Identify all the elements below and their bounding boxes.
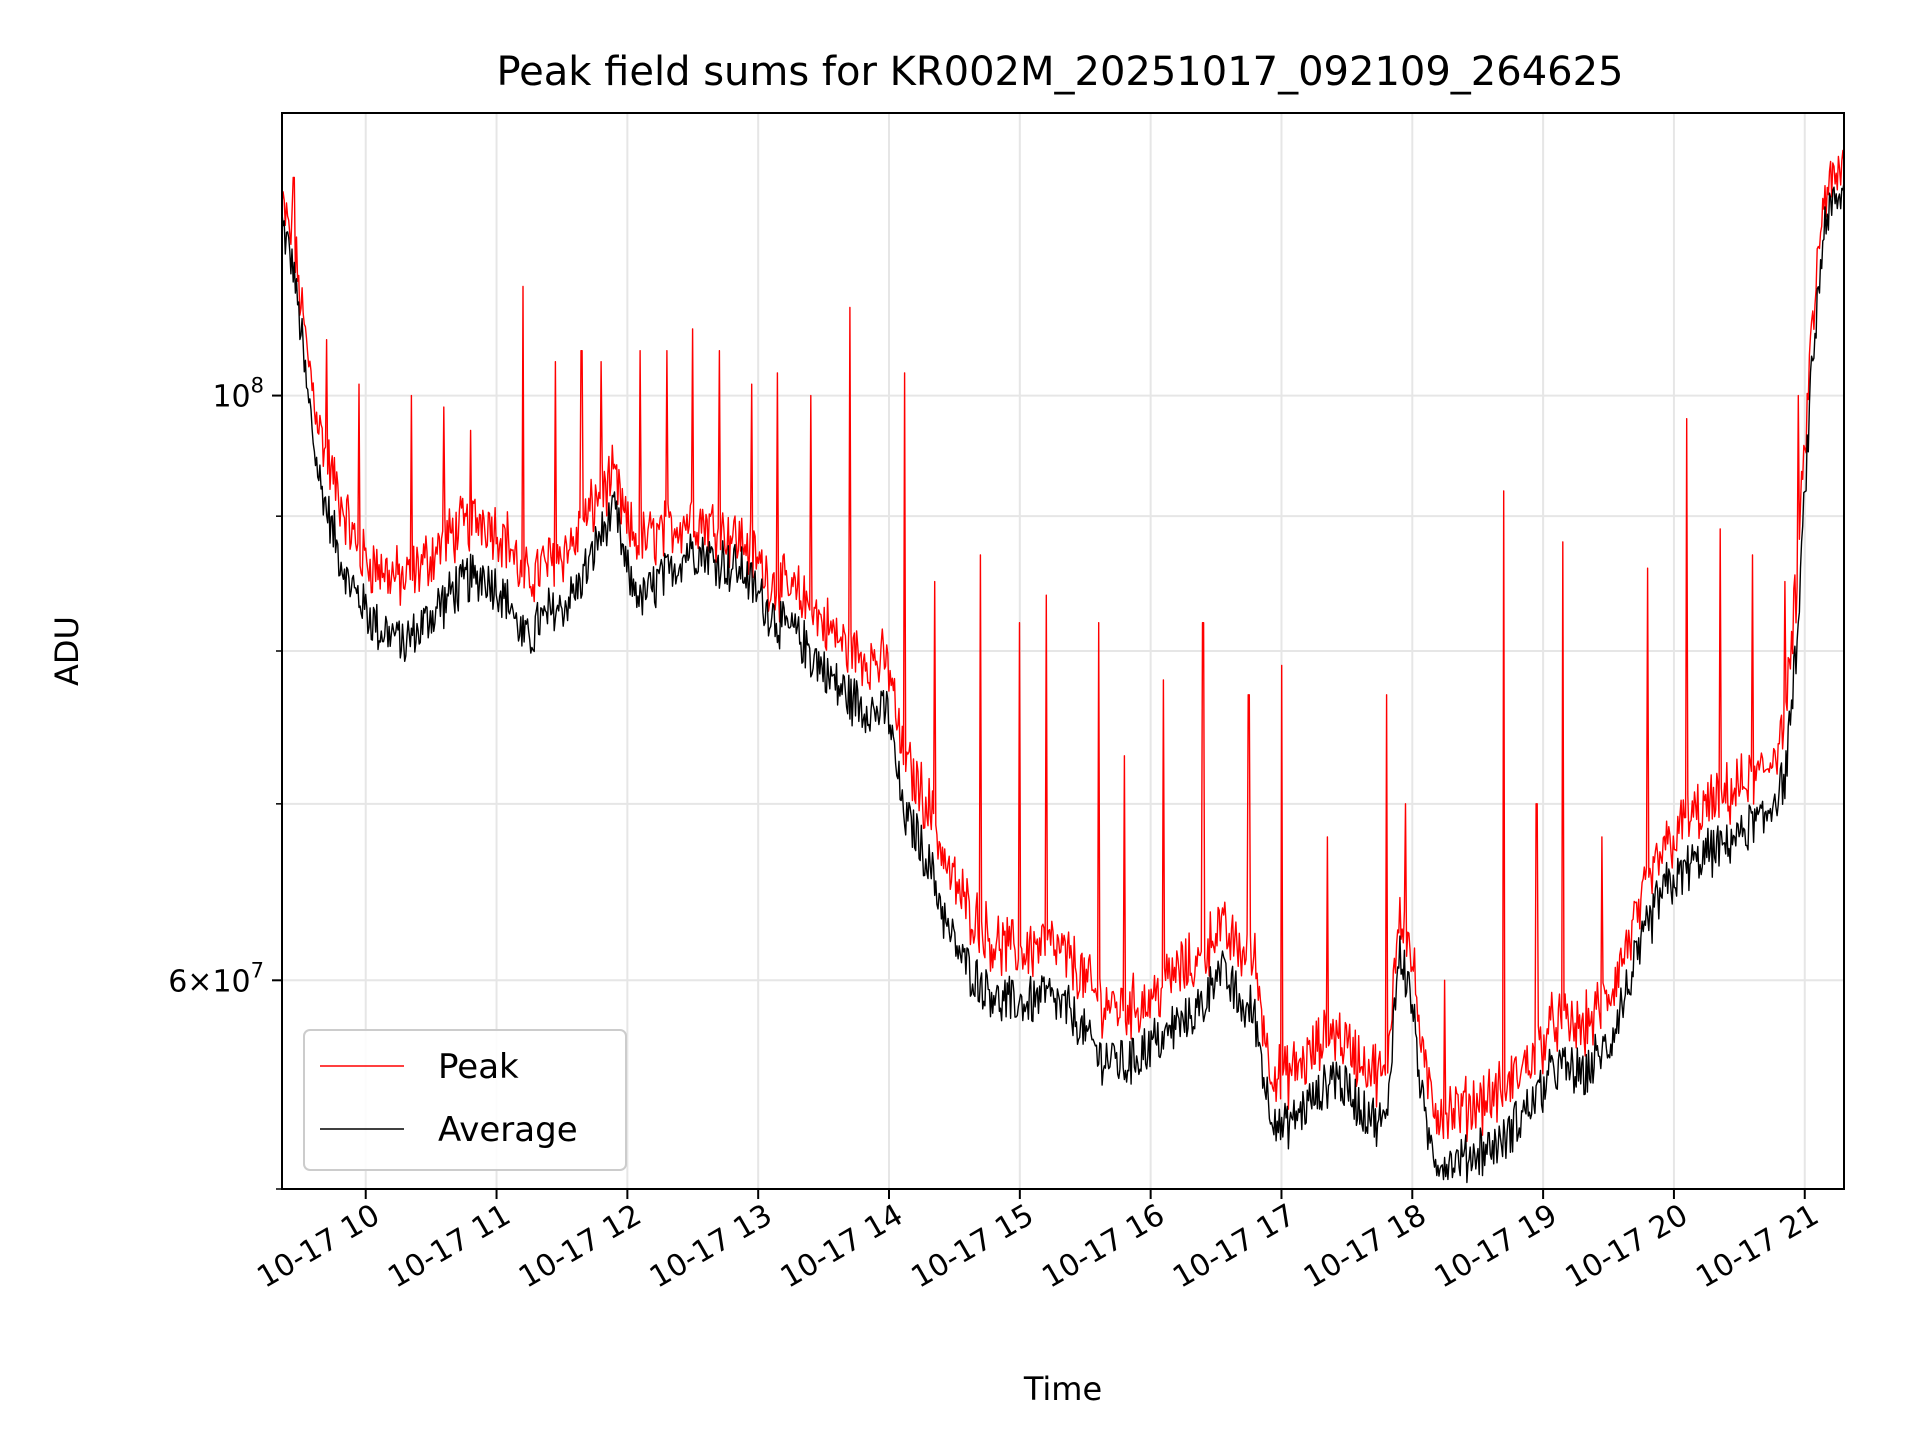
legend-average-label: Average [438,1110,578,1150]
legend-box [303,1029,627,1171]
grid [282,113,1844,1190]
y-axis: 6×107 108 [168,374,282,1190]
legend-peak-label: Peak [438,1047,519,1087]
legend: Peak Average [303,1029,627,1171]
series-average-line [282,182,1844,1184]
chart-title: Peak field sums for KR002M_20251017_0921… [496,49,1623,95]
series-peak-line [282,149,1844,1143]
x-axis-label: Time [1023,1370,1102,1408]
y-tick-label-0: 6×107 [168,958,264,999]
y-tick-label-1: 108 [212,374,264,415]
series-layer [282,149,1844,1184]
y-axis-label: ADU [48,616,86,686]
